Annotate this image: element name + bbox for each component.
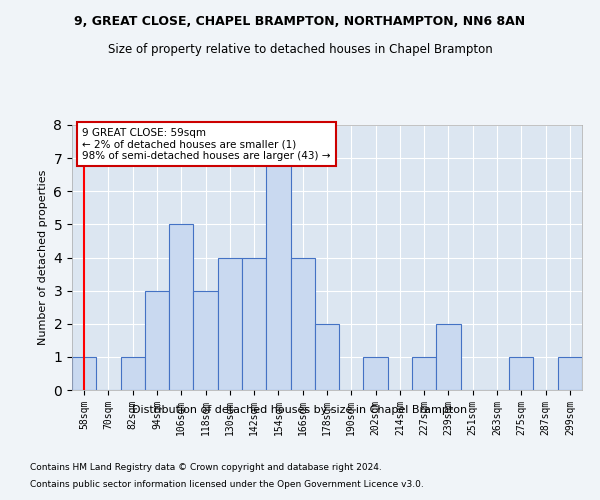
Bar xyxy=(242,258,266,390)
Bar xyxy=(193,290,218,390)
Bar xyxy=(290,258,315,390)
Bar xyxy=(412,357,436,390)
Text: Contains public sector information licensed under the Open Government Licence v3: Contains public sector information licen… xyxy=(30,480,424,489)
Bar xyxy=(145,290,169,390)
Bar xyxy=(266,158,290,390)
Text: Distribution of detached houses by size in Chapel Brampton: Distribution of detached houses by size … xyxy=(133,405,467,415)
Bar xyxy=(169,224,193,390)
Bar xyxy=(436,324,461,390)
Text: 9, GREAT CLOSE, CHAPEL BRAMPTON, NORTHAMPTON, NN6 8AN: 9, GREAT CLOSE, CHAPEL BRAMPTON, NORTHAM… xyxy=(74,15,526,28)
Text: 9 GREAT CLOSE: 59sqm
← 2% of detached houses are smaller (1)
98% of semi-detache: 9 GREAT CLOSE: 59sqm ← 2% of detached ho… xyxy=(82,128,331,161)
Bar xyxy=(121,357,145,390)
Text: Contains HM Land Registry data © Crown copyright and database right 2024.: Contains HM Land Registry data © Crown c… xyxy=(30,462,382,471)
Bar xyxy=(315,324,339,390)
Bar xyxy=(558,357,582,390)
Bar xyxy=(509,357,533,390)
Bar xyxy=(72,357,96,390)
Bar xyxy=(364,357,388,390)
Text: Size of property relative to detached houses in Chapel Brampton: Size of property relative to detached ho… xyxy=(107,42,493,56)
Bar xyxy=(218,258,242,390)
Y-axis label: Number of detached properties: Number of detached properties xyxy=(38,170,48,345)
